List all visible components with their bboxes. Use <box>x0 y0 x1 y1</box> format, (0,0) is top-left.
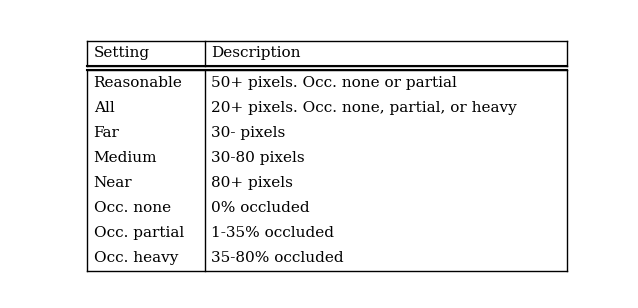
Text: Near: Near <box>94 176 132 190</box>
Text: Setting: Setting <box>94 46 150 60</box>
Text: 0% occluded: 0% occluded <box>211 201 309 215</box>
Text: Occ. heavy: Occ. heavy <box>94 251 178 265</box>
Text: Far: Far <box>94 126 119 140</box>
Text: Reasonable: Reasonable <box>94 76 182 90</box>
Text: 20+ pixels. Occ. none, partial, or heavy: 20+ pixels. Occ. none, partial, or heavy <box>211 101 517 115</box>
Text: All: All <box>94 101 114 115</box>
Text: Description: Description <box>211 46 300 60</box>
Text: 30-80 pixels: 30-80 pixels <box>211 151 305 165</box>
Text: Occ. none: Occ. none <box>94 201 171 215</box>
Text: 80+ pixels: 80+ pixels <box>211 176 293 190</box>
Text: 1-35% occluded: 1-35% occluded <box>211 226 334 240</box>
Text: 30- pixels: 30- pixels <box>211 126 285 140</box>
Text: 50+ pixels. Occ. none or partial: 50+ pixels. Occ. none or partial <box>211 76 457 90</box>
Text: Medium: Medium <box>94 151 157 165</box>
Text: Occ. partial: Occ. partial <box>94 226 184 240</box>
Text: 35-80% occluded: 35-80% occluded <box>211 251 344 265</box>
